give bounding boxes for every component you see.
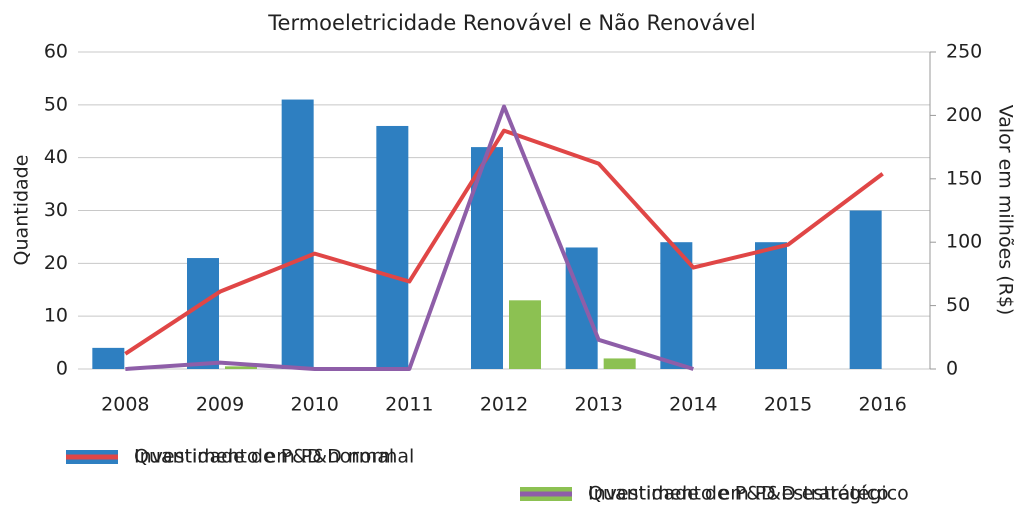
line: [125, 104, 694, 371]
y2-tick-label: 250: [946, 41, 982, 63]
bar: [281, 99, 314, 370]
legend-label: Investimento em P&D normal: [134, 446, 414, 468]
bar: [187, 258, 219, 369]
chart-title: Termoeletricidade Renovável e Não Renová…: [267, 11, 755, 35]
x-tick-label: 2010: [290, 394, 338, 416]
y-tick-label: 50: [44, 93, 68, 115]
y2-tick-label: 150: [946, 167, 982, 189]
legend-label: Quantidade de P&D estratégico: [588, 483, 889, 505]
legend-label: Investimento em P&D estratégico: [588, 483, 909, 505]
x-tick-label: 2009: [196, 394, 244, 416]
y2-axis-label: Valor em milhões (R$): [995, 105, 1017, 316]
bar: [92, 347, 125, 369]
x-tick-label: 2015: [764, 394, 812, 416]
legend-label: Quantidade de P&D normal: [134, 446, 394, 468]
x-tick-label: 2012: [480, 394, 528, 416]
bar: [755, 242, 787, 369]
y-tick-label: 60: [44, 41, 68, 63]
y-axis-label: Quantidade: [11, 155, 33, 266]
bar: [376, 125, 409, 369]
bar: [509, 300, 541, 369]
y2-tick-label: 50: [946, 294, 970, 316]
y-tick-label: 30: [44, 199, 68, 221]
x-tick-label: 2008: [101, 394, 149, 416]
bar: [225, 366, 257, 369]
y-tick-label: 40: [44, 146, 68, 168]
x-tick-label: 2013: [574, 394, 622, 416]
y2-tick-label: 100: [946, 231, 982, 253]
line: [124, 128, 884, 356]
x-tick-label: 2011: [385, 394, 433, 416]
y2-tick-label: 200: [946, 104, 982, 126]
y2-tick-label: 0: [946, 358, 958, 380]
bar: [603, 358, 636, 369]
x-tick-label: 2016: [858, 394, 906, 416]
bar: [849, 210, 882, 369]
y-tick-label: 0: [56, 358, 68, 380]
y-tick-label: 10: [44, 305, 68, 327]
y-tick-label: 20: [44, 252, 68, 274]
x-tick-label: 2014: [669, 394, 717, 416]
